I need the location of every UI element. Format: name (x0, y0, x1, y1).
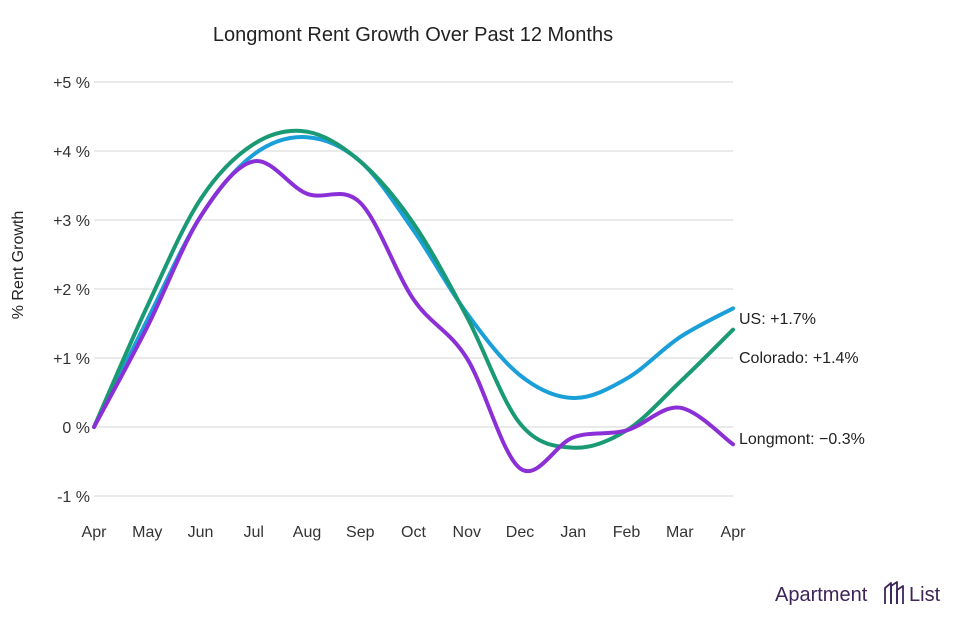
x-tick-label: Apr (721, 524, 747, 541)
series-end-labels: US: +1.7% Colorado: +1.4% Longmont: −0.3% (739, 311, 865, 448)
x-tick-label: Mar (666, 524, 694, 541)
y-tick-label: +2 % (53, 282, 90, 299)
y-tick-label: 0 % (62, 420, 90, 437)
x-tick-label: Feb (613, 524, 641, 541)
y-tick-label: +5 % (53, 75, 90, 92)
building-icon (884, 581, 904, 604)
x-tick-label: Aug (293, 524, 321, 541)
series-line-us (92, 135, 735, 429)
y-tick-label: +4 % (53, 144, 90, 161)
end-label-us: US: +1.7% (739, 311, 816, 328)
x-tick-label: Dec (506, 524, 534, 541)
x-axis-ticks: Apr May Jun Jul Aug Sep Oct Nov Dec Jan Feb Mar Apr (82, 524, 747, 541)
y-tick-label: -1 % (57, 489, 90, 506)
y-axis-ticks: +5 % +4 % +3 % +2 % +1 % 0 % -1 % (53, 75, 90, 506)
x-tick-label: Oct (401, 524, 426, 541)
x-tick-label: Nov (453, 524, 481, 541)
y-tick-label: +1 % (53, 351, 90, 368)
x-tick-label: Apr (82, 524, 108, 541)
y-axis-title: % Rent Growth (10, 211, 27, 319)
apartment-list-logo: Apartment List (775, 581, 941, 606)
x-tick-label: Jul (244, 524, 264, 541)
series-line-longmont (92, 159, 735, 473)
x-tick-label: Jun (188, 524, 214, 541)
brand-name-right: List (909, 584, 941, 606)
series-lines (92, 128, 735, 473)
y-tick-label: +3 % (53, 213, 90, 230)
x-tick-label: May (132, 524, 162, 541)
x-tick-label: Sep (346, 524, 375, 541)
end-label-colorado: Colorado: +1.4% (739, 350, 859, 367)
x-tick-label: Jan (560, 524, 586, 541)
end-label-longmont: Longmont: −0.3% (739, 431, 865, 448)
brand-name-left: Apartment (775, 584, 868, 606)
chart-title: Longmont Rent Growth Over Past 12 Months (213, 24, 613, 46)
gridlines (94, 81, 733, 497)
